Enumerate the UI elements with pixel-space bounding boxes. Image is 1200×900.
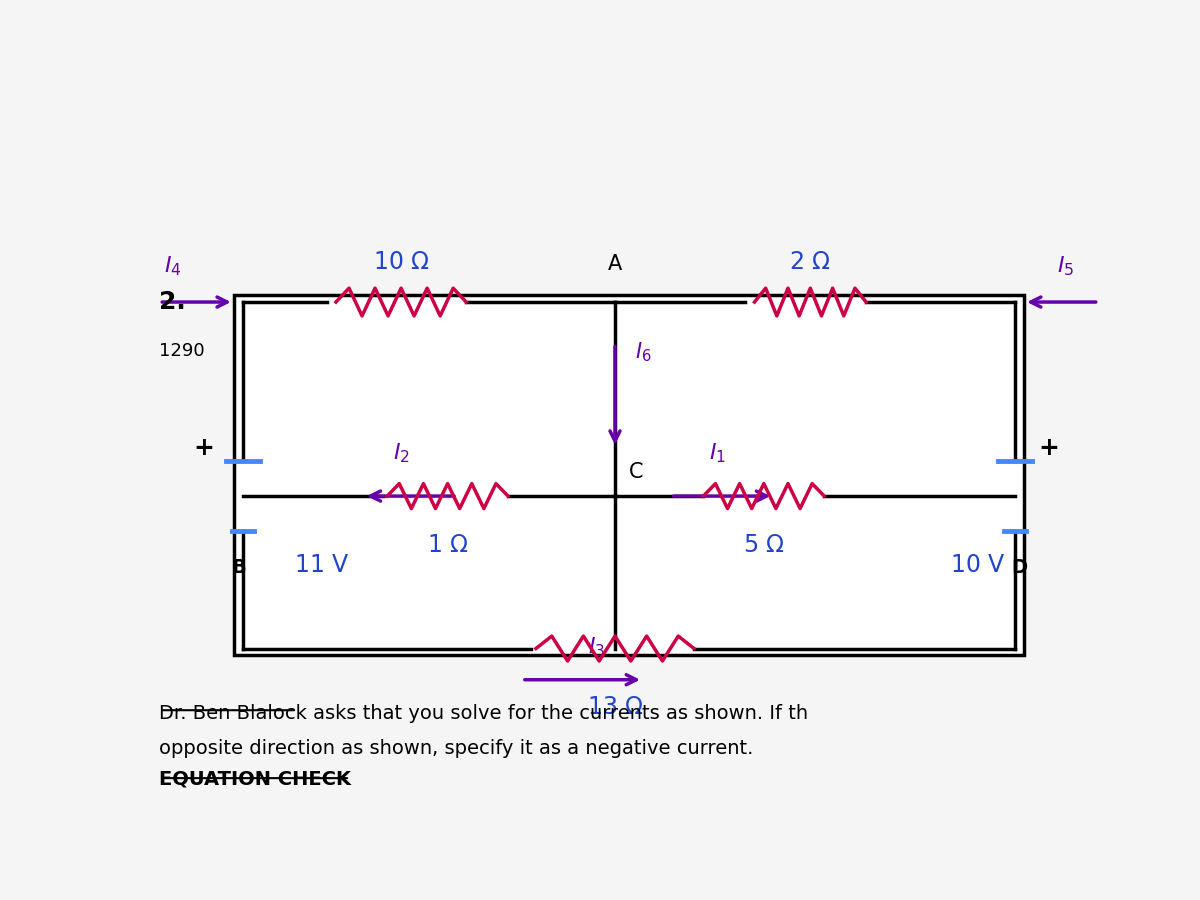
Text: +: + bbox=[1039, 436, 1060, 460]
Text: $1\ \Omega$: $1\ \Omega$ bbox=[427, 533, 468, 556]
Text: A: A bbox=[608, 255, 622, 274]
Text: 1290: 1290 bbox=[160, 342, 205, 360]
Text: $I_4$: $I_4$ bbox=[164, 254, 182, 278]
Text: $13\ \Omega$: $13\ \Omega$ bbox=[587, 696, 643, 719]
Text: $10\ \Omega$: $10\ \Omega$ bbox=[373, 250, 430, 274]
Text: +: + bbox=[193, 436, 215, 460]
Text: D: D bbox=[1012, 558, 1027, 578]
Text: $11\ \mathrm{V}$: $11\ \mathrm{V}$ bbox=[294, 554, 350, 578]
Text: $I_2$: $I_2$ bbox=[392, 441, 409, 465]
Text: opposite direction as shown, specify it as a negative current.: opposite direction as shown, specify it … bbox=[160, 739, 754, 758]
Text: $I_3$: $I_3$ bbox=[588, 635, 605, 659]
Text: Dr. Ben Blalock asks that you solve for the currents as shown. If th: Dr. Ben Blalock asks that you solve for … bbox=[160, 704, 809, 723]
Bar bbox=[234, 295, 1025, 655]
Text: $I_5$: $I_5$ bbox=[1057, 254, 1075, 278]
Text: $2\ \Omega$: $2\ \Omega$ bbox=[790, 250, 832, 274]
Text: $I_1$: $I_1$ bbox=[709, 441, 726, 465]
Text: B: B bbox=[230, 558, 246, 578]
Text: $I_6$: $I_6$ bbox=[636, 340, 652, 364]
Text: $5\ \Omega$: $5\ \Omega$ bbox=[743, 533, 785, 556]
Text: EQUATION CHECK: EQUATION CHECK bbox=[160, 770, 352, 788]
Text: 2.: 2. bbox=[160, 290, 186, 314]
Text: $10\ \mathrm{V}$: $10\ \mathrm{V}$ bbox=[950, 554, 1006, 578]
Text: C: C bbox=[629, 463, 643, 482]
